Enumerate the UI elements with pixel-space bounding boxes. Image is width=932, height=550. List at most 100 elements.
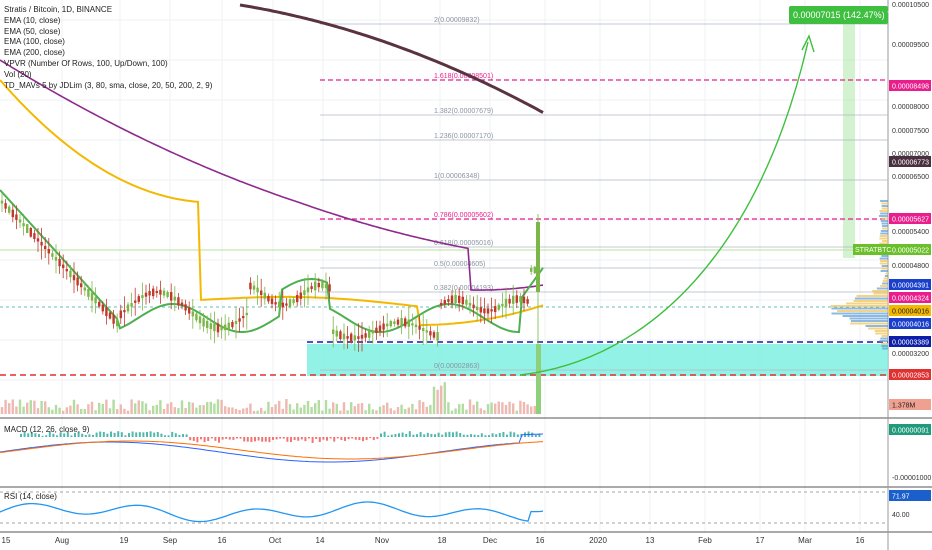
fib-label: 1(0.00006348): [434, 173, 480, 180]
candle-body: [4, 203, 7, 209]
volume-bar: [130, 399, 133, 414]
candle-body: [224, 324, 227, 331]
price-badge[interactable]: 0.00002853: [889, 369, 931, 380]
study-vpvr[interactable]: VPVR (Number Of Rows, 100, Up/Down, 100): [4, 58, 168, 68]
vpvr-row: [879, 340, 888, 342]
macd-histogram-bar: [318, 437, 321, 443]
price-badge[interactable]: 0.00006773: [889, 156, 931, 167]
vpvr-row: [876, 287, 888, 290]
macd-histogram-bar: [506, 434, 508, 437]
macd-histogram-bar: [59, 432, 62, 437]
volume-bar: [353, 406, 356, 414]
fib-label: 0.382(0.00004193): [434, 285, 493, 292]
candle-body: [206, 321, 209, 328]
macd-histogram-bar: [293, 437, 296, 441]
price-badge-text: 0.00004391: [892, 283, 929, 290]
macd-histogram-bar: [304, 437, 307, 442]
price-tick: 0.00006500: [892, 174, 929, 181]
candle-body: [65, 268, 68, 272]
candle-body: [494, 306, 497, 312]
vpvr-row: [881, 267, 888, 270]
volume-bar: [357, 403, 360, 414]
rsi-label[interactable]: RSI (14, close): [4, 492, 57, 501]
macd-panel: [0, 431, 544, 463]
study-ema10[interactable]: EMA (10, close): [4, 15, 61, 25]
candle-body: [378, 325, 382, 332]
macd-histogram-bar: [354, 437, 357, 440]
study-ema100[interactable]: EMA (100, close): [4, 37, 65, 47]
volume-bar: [321, 410, 324, 414]
candle-body: [411, 323, 414, 326]
vpvr-row: [850, 322, 888, 325]
macd-histogram-bar: [246, 437, 249, 442]
candle-body: [364, 333, 367, 338]
price-badge[interactable]: 0.00004391: [889, 279, 931, 290]
vpvr-row: [854, 297, 888, 300]
candle-body: [123, 310, 126, 313]
volume-bar: [450, 410, 454, 414]
volume-bar: [98, 402, 101, 414]
price-tick: 0.00005400: [892, 229, 929, 236]
macd-histogram-bar: [275, 437, 278, 440]
volume-bar: [432, 386, 436, 414]
price-badge[interactable]: 1.378M: [889, 399, 931, 410]
volume-bar: [375, 410, 378, 414]
study-ema50[interactable]: EMA (50, close): [4, 26, 61, 36]
price-badge[interactable]: 0.00005022: [889, 244, 931, 255]
price-badge[interactable]: 0.00004324: [889, 292, 931, 303]
macd-histogram-bar: [214, 437, 217, 441]
vpvr-row: [881, 205, 888, 207]
macd-histogram-bar: [286, 437, 289, 442]
macd-histogram-bar: [538, 433, 541, 437]
volume-bar: [184, 408, 187, 414]
price-badge-bg: [889, 336, 931, 347]
price-badge[interactable]: 71.97: [889, 490, 931, 501]
macd-histogram-bar: [167, 435, 170, 437]
macd-label[interactable]: MACD (12, 26, close, 9): [4, 425, 90, 434]
fib-label: 2(0.00009832): [434, 17, 480, 24]
macd-histogram-bar: [347, 437, 350, 440]
vpvr-row: [880, 285, 888, 287]
price-badge-bg: [889, 279, 931, 290]
price-badge[interactable]: 0.00000091: [889, 424, 931, 435]
macd-histogram-bar: [160, 433, 163, 437]
volume-bar: [260, 407, 263, 414]
study-td-mavs[interactable]: TD_MAVs 5 by JDLim (3, 80, sma, close, 2…: [4, 80, 213, 90]
volume-bar: [51, 409, 54, 414]
time-tick: 16: [218, 536, 227, 545]
volume-bar: [479, 408, 482, 414]
candle-body: [479, 307, 482, 313]
macd-signal-line: [0, 440, 544, 460]
price-badge[interactable]: 0.00004016: [889, 318, 931, 329]
candle-body: [238, 318, 241, 322]
price-badge-text: 0.00005627: [892, 217, 929, 224]
candle-body: [432, 332, 436, 338]
price-badge[interactable]: 0.00003389: [889, 336, 931, 347]
macd-histogram-bar: [333, 437, 336, 442]
volume-bar: [400, 404, 403, 414]
candle-body: [303, 290, 306, 296]
price-badge[interactable]: 0.00004016: [889, 305, 931, 316]
macd-histogram-bar: [416, 434, 418, 437]
macd-histogram-bar: [376, 437, 379, 439]
study-volume[interactable]: Vol (20): [4, 69, 32, 79]
price-badge[interactable]: 0.00005627: [889, 213, 931, 224]
volume-bar: [18, 399, 22, 414]
price-badge[interactable]: 0.00008498: [889, 80, 931, 91]
vpvr-row: [881, 202, 888, 205]
volume-bar: [328, 408, 331, 414]
candle-body: [108, 312, 112, 319]
candle-body: [11, 209, 14, 218]
volume-bar: [227, 407, 230, 414]
price-badge-bg: [889, 318, 931, 329]
candle-body: [51, 253, 54, 257]
macd-histogram-bar: [142, 432, 145, 437]
candle-body: [278, 301, 281, 308]
vpvr-row: [881, 217, 888, 220]
study-ema200[interactable]: EMA (200, close): [4, 48, 65, 58]
time-tick: 2020: [589, 536, 607, 545]
candle-body: [216, 323, 220, 333]
vpvr-row: [874, 330, 888, 332]
volume-bar: [26, 402, 29, 414]
